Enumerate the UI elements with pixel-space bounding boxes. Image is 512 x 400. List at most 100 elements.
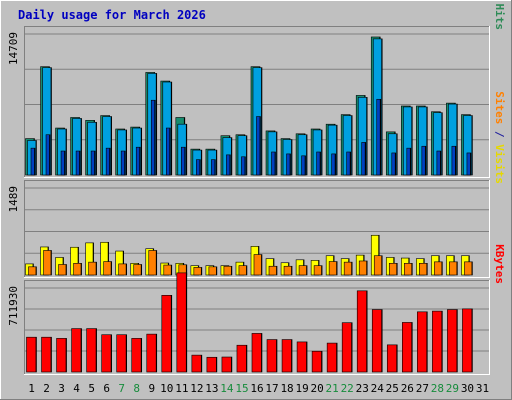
legend-part: KBytes bbox=[493, 244, 506, 284]
day-label-23: 23 bbox=[356, 382, 369, 395]
bar-pages-day-14 bbox=[226, 154, 231, 176]
bar-pages-day-22 bbox=[346, 151, 351, 176]
bar-pages-day-29 bbox=[451, 145, 457, 176]
panel-kbytes: 711930 KBytes bbox=[7, 244, 506, 375]
chart-title: Daily usage for March 2026 bbox=[18, 8, 206, 22]
day-label-2: 2 bbox=[43, 382, 50, 395]
bar-sites-day-3 bbox=[58, 264, 67, 276]
bar-pages-day-15 bbox=[241, 156, 246, 176]
day-label-15: 15 bbox=[235, 382, 248, 395]
series-legend-label: Pages / Files / Hits bbox=[493, 0, 506, 30]
bar-kbytes-day-2 bbox=[41, 336, 52, 373]
bar-kbytes-day-10 bbox=[161, 295, 173, 373]
bar-pages-day-30 bbox=[466, 152, 472, 176]
bar-sites-day-22 bbox=[343, 261, 353, 276]
bar-pages-day-12 bbox=[196, 159, 201, 176]
day-label-29: 29 bbox=[446, 382, 459, 395]
bar-pages-day-8 bbox=[135, 146, 141, 176]
day-label-27: 27 bbox=[416, 382, 429, 395]
bar-kbytes-day-18 bbox=[281, 339, 293, 373]
bar-kbytes-day-8 bbox=[131, 338, 143, 373]
bar-pages-day-18 bbox=[286, 153, 291, 176]
bar-pages-day-2 bbox=[45, 134, 51, 176]
bar-kbytes-day-7 bbox=[116, 334, 127, 373]
bar-sites-day-25 bbox=[388, 263, 398, 276]
bar-kbytes-day-23 bbox=[356, 290, 368, 373]
bar-pages-day-10 bbox=[165, 127, 171, 176]
bar-pages-day-1 bbox=[30, 147, 36, 176]
bar-pages-day-21 bbox=[331, 153, 336, 176]
bar-sites-day-1 bbox=[28, 266, 37, 276]
panel-hits-files-pages: 14709 Pages / Files / Hits bbox=[7, 0, 506, 178]
bar-pages-day-23 bbox=[361, 142, 367, 176]
bar-sites-day-30 bbox=[464, 261, 473, 276]
bar-kbytes-day-11 bbox=[176, 272, 188, 373]
bar-kbytes-day-22 bbox=[341, 322, 353, 373]
bar-pages-day-6 bbox=[105, 147, 111, 176]
bar-pages-day-3 bbox=[60, 150, 66, 176]
bar-sites-day-2 bbox=[43, 250, 52, 276]
bar-sites-day-6 bbox=[103, 261, 112, 276]
bar-pages-day-28 bbox=[436, 150, 442, 176]
day-label-3: 3 bbox=[58, 382, 65, 395]
day-label-18: 18 bbox=[280, 382, 293, 395]
bar-sites-day-7 bbox=[118, 263, 127, 276]
bar-kbytes-day-19 bbox=[296, 341, 308, 373]
legend-part: Hits bbox=[493, 4, 506, 31]
bar-sites-day-13 bbox=[208, 266, 218, 276]
bar-kbytes-day-16 bbox=[251, 333, 263, 373]
day-label-17: 17 bbox=[265, 382, 278, 395]
bar-pages-day-20 bbox=[316, 151, 321, 176]
day-label-22: 22 bbox=[341, 382, 354, 395]
bar-pages-day-4 bbox=[75, 150, 81, 176]
bar-sites-day-5 bbox=[88, 261, 97, 276]
day-label-25: 25 bbox=[386, 382, 399, 395]
day-label-31: 31 bbox=[476, 382, 489, 395]
day-label-12: 12 bbox=[190, 382, 203, 395]
bar-kbytes-day-28 bbox=[432, 310, 443, 373]
bar-kbytes-day-13 bbox=[206, 356, 218, 373]
chart-panels: 14709 Pages / Files / Hits 1489 Sites / Vis… bbox=[7, 0, 506, 375]
bar-sites-day-8 bbox=[133, 264, 143, 276]
bar-kbytes-day-15 bbox=[236, 344, 248, 373]
day-label-4: 4 bbox=[73, 382, 80, 395]
bar-sites-day-17 bbox=[268, 265, 278, 276]
bar-kbytes-day-6 bbox=[101, 334, 112, 373]
bar-pages-day-7 bbox=[120, 150, 126, 176]
bar-sites-day-28 bbox=[434, 261, 443, 276]
bar-sites-day-20 bbox=[313, 265, 323, 276]
day-label-28: 28 bbox=[431, 382, 444, 395]
bar-pages-day-13 bbox=[211, 159, 216, 176]
day-label-14: 14 bbox=[220, 382, 234, 395]
bar-kbytes-day-14 bbox=[221, 356, 233, 373]
bar-pages-day-24 bbox=[376, 98, 382, 176]
day-label-20: 20 bbox=[311, 382, 324, 395]
bar-sites-day-12 bbox=[193, 267, 203, 276]
day-axis-labels: 1 2 3 4 5 6 7 8 9 10 11 12 13 14 15 16 17 18 19 20 21 22 23 24 2… bbox=[28, 382, 489, 395]
bar-pages-day-9 bbox=[150, 99, 156, 176]
day-label-7: 7 bbox=[118, 382, 125, 395]
day-label-13: 13 bbox=[205, 382, 218, 395]
bar-pages-day-16 bbox=[256, 116, 261, 176]
legend-part: / bbox=[493, 124, 506, 144]
day-label-10: 10 bbox=[160, 382, 173, 395]
day-label-26: 26 bbox=[401, 382, 414, 395]
bar-pages-day-5 bbox=[90, 150, 96, 176]
bar-sites-day-29 bbox=[449, 261, 458, 276]
bar-kbytes-day-17 bbox=[266, 339, 278, 373]
day-label-16: 16 bbox=[250, 382, 263, 395]
day-label-11: 11 bbox=[175, 382, 188, 395]
bar-sites-day-14 bbox=[223, 265, 233, 276]
bar-kbytes-day-1 bbox=[26, 336, 37, 373]
bar-kbytes-day-25 bbox=[386, 344, 398, 373]
bar-sites-day-27 bbox=[419, 263, 428, 276]
bar-sites-day-19 bbox=[298, 265, 308, 276]
bar-sites-day-23 bbox=[358, 260, 368, 276]
bar-sites-day-26 bbox=[404, 263, 413, 276]
bar-pages-day-17 bbox=[271, 151, 276, 176]
bar-kbytes-day-29 bbox=[447, 309, 458, 373]
bar-pages-day-26 bbox=[406, 147, 412, 176]
bar-sites-day-9 bbox=[148, 250, 158, 276]
bar-kbytes-day-9 bbox=[146, 333, 158, 373]
